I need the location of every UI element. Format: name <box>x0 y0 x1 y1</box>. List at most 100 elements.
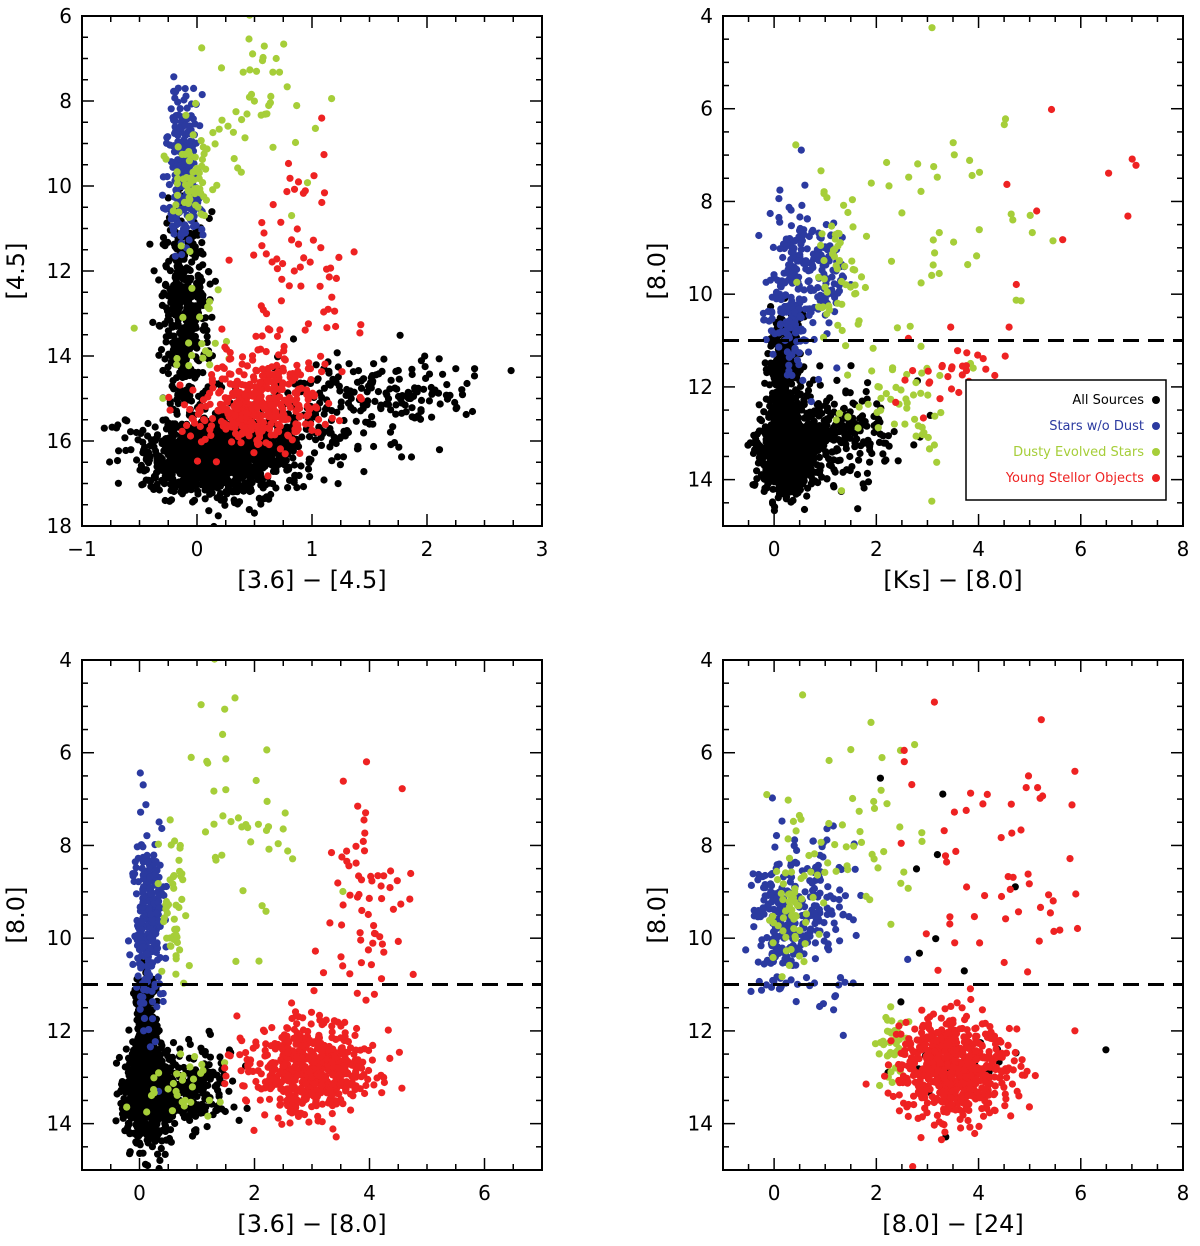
point-all_sources <box>769 485 777 493</box>
point-all_sources <box>762 365 770 374</box>
point-stars_no_dust <box>782 291 790 299</box>
point-stars_no_dust <box>796 227 804 235</box>
point-dusty_evolved <box>975 168 984 176</box>
point-ysos <box>1033 207 1041 215</box>
point-all_sources <box>161 355 169 363</box>
point-all_sources <box>162 333 170 341</box>
point-dusty_evolved <box>288 212 296 220</box>
point-stars_no_dust <box>835 287 844 295</box>
point-ysos <box>350 248 358 256</box>
legend-marker <box>1152 448 1160 456</box>
point-all_sources <box>755 401 763 409</box>
point-ysos <box>186 405 194 414</box>
point-all_sources <box>205 507 213 515</box>
point-all_sources <box>823 397 831 405</box>
point-ysos <box>328 293 336 301</box>
point-dusty_evolved <box>206 297 214 306</box>
point-all_sources <box>822 437 830 445</box>
point-all_sources <box>199 261 207 269</box>
point-ysos <box>178 427 186 435</box>
point-all_sources <box>333 408 341 416</box>
point-stars_no_dust <box>791 344 799 352</box>
point-ysos <box>279 260 287 268</box>
point-all_sources <box>314 375 322 383</box>
point-dusty_evolved <box>1001 115 1010 123</box>
point-all_sources <box>242 464 250 472</box>
point-ysos <box>225 370 233 378</box>
point-ysos <box>974 351 982 359</box>
point-all_sources <box>392 410 400 418</box>
point-all_sources <box>761 446 770 454</box>
point-stars_no_dust <box>768 315 776 323</box>
point-all_sources <box>328 457 336 465</box>
point-dusty_evolved <box>912 379 920 387</box>
point-all_sources <box>145 456 153 464</box>
point-dusty_evolved <box>838 300 846 308</box>
point-ysos <box>201 417 209 425</box>
point-all_sources <box>856 449 864 458</box>
point-ysos <box>237 439 245 447</box>
point-dusty_evolved <box>280 40 288 48</box>
point-all_sources <box>798 478 807 486</box>
point-ysos <box>260 418 268 427</box>
point-dusty_evolved <box>211 339 219 347</box>
point-dusty_evolved <box>862 232 871 240</box>
point-dusty_evolved <box>246 66 254 74</box>
point-all_sources <box>198 294 207 302</box>
point-dusty_evolved <box>283 83 291 91</box>
point-dusty_evolved <box>887 257 896 265</box>
point-dusty_evolved <box>928 497 936 505</box>
point-all_sources <box>211 277 219 285</box>
point-ysos <box>221 375 229 383</box>
point-all_sources <box>421 363 429 371</box>
point-all_sources <box>769 340 777 348</box>
point-all_sources <box>178 437 186 445</box>
point-all_sources <box>468 407 477 416</box>
point-stars_no_dust <box>196 122 204 130</box>
point-dusty_evolved <box>849 265 857 274</box>
point-stars_no_dust <box>803 245 811 253</box>
point-all_sources <box>793 435 802 443</box>
point-ysos <box>269 201 277 209</box>
point-all_sources <box>392 367 400 375</box>
point-all_sources <box>346 391 354 399</box>
point-dusty_evolved <box>911 415 919 423</box>
point-all_sources <box>816 381 824 389</box>
point-stars_no_dust <box>796 313 805 321</box>
point-all_sources <box>186 478 194 486</box>
point-all_sources <box>787 422 795 430</box>
point-all_sources <box>815 453 824 461</box>
point-all_sources <box>875 415 883 423</box>
point-dusty_evolved <box>1028 229 1036 237</box>
point-all_sources <box>858 412 867 420</box>
point-all_sources <box>186 266 194 274</box>
point-dusty_evolved <box>888 366 897 374</box>
point-ysos <box>273 361 281 369</box>
point-all_sources <box>305 455 313 463</box>
point-all_sources <box>853 435 861 443</box>
point-ysos <box>991 371 999 380</box>
point-stars_no_dust <box>791 308 799 316</box>
point-ysos <box>228 438 236 446</box>
point-all_sources <box>106 458 114 466</box>
point-dusty_evolved <box>217 64 226 72</box>
point-all_sources <box>436 400 444 408</box>
point-dusty_evolved <box>933 173 941 181</box>
series-stars_no_dust <box>755 146 855 406</box>
point-all_sources <box>420 385 428 393</box>
point-ysos <box>226 349 234 357</box>
point-all_sources <box>311 410 320 418</box>
point-ysos <box>264 364 272 373</box>
point-stars_no_dust <box>174 98 182 106</box>
legend-label: Young Stellor Objects <box>1005 471 1144 486</box>
point-dusty_evolved <box>203 145 211 153</box>
point-dusty_evolved <box>882 390 890 398</box>
point-ysos <box>292 407 300 415</box>
point-dusty_evolved <box>929 236 937 244</box>
point-dusty_evolved <box>855 317 863 325</box>
point-stars_no_dust <box>767 327 776 335</box>
point-ysos <box>193 457 202 465</box>
point-stars_no_dust <box>796 297 805 305</box>
point-all_sources <box>866 458 874 466</box>
point-all_sources <box>753 439 761 447</box>
